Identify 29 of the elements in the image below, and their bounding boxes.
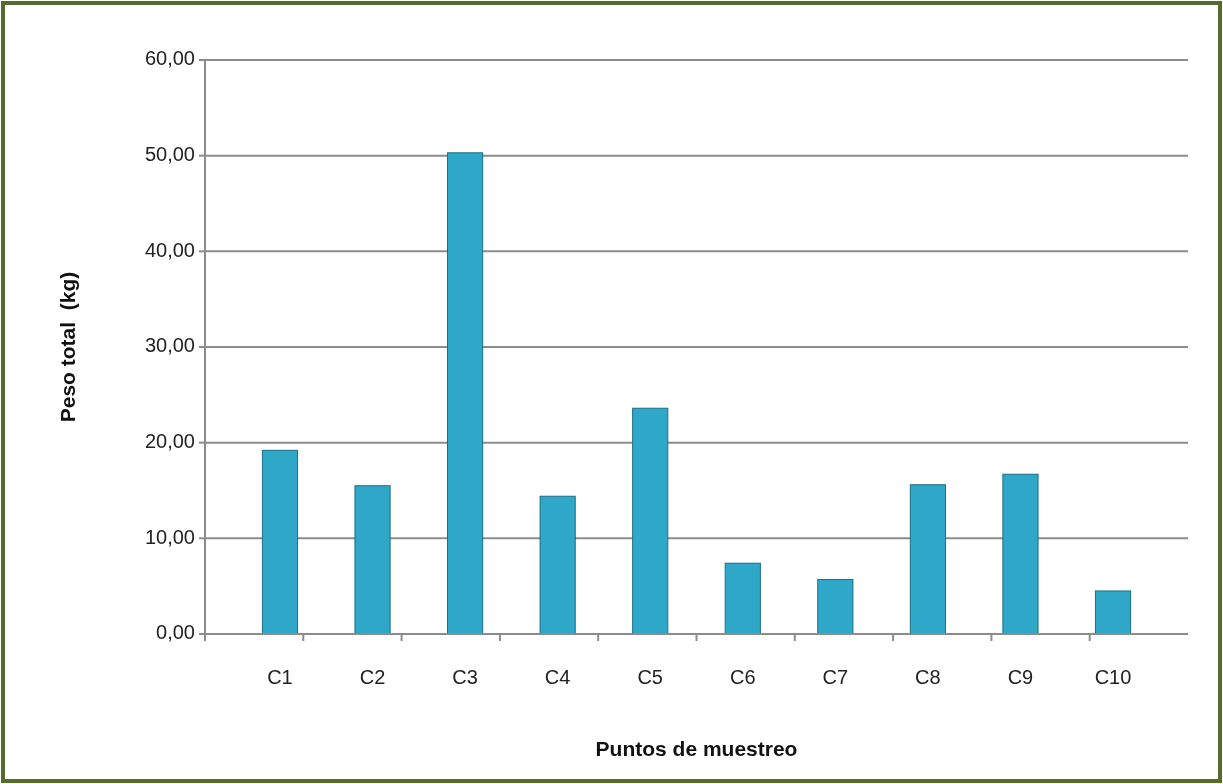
y-tick-label: 30,00 [144, 334, 195, 357]
x-tick-label: C1 [267, 666, 293, 688]
x-tick-label: C9 [1007, 666, 1034, 688]
bar [354, 485, 391, 635]
x-axis-title: Puntos de muestreo [595, 737, 798, 760]
bar [1002, 473, 1039, 635]
y-tick-label: 50,00 [144, 142, 195, 165]
x-tick-label: C4 [544, 666, 571, 688]
bar [632, 407, 669, 635]
x-tick-label: C3 [452, 666, 478, 688]
x-tick-label: C7 [822, 666, 849, 688]
x-tick-label: C2 [359, 666, 386, 688]
x-tick-label: C5 [637, 666, 664, 688]
y-tick-label: 40,00 [144, 238, 195, 261]
x-tick-label: C6 [729, 666, 756, 688]
bar [817, 578, 854, 635]
x-tick-label: C10 [1094, 666, 1132, 688]
bar [909, 484, 946, 635]
bar [539, 495, 576, 635]
y-tick-label: 10,00 [144, 525, 195, 548]
bar [1094, 590, 1132, 635]
bar [724, 562, 761, 635]
y-tick-label: 0,00 [156, 621, 195, 644]
bar [261, 449, 299, 635]
x-tick-label: C8 [915, 666, 941, 688]
y-tick-label: 20,00 [144, 429, 195, 452]
y-axis-title: Peso total (kg) [56, 271, 79, 423]
bar [447, 152, 484, 635]
y-tick-label: 60,00 [144, 47, 195, 70]
